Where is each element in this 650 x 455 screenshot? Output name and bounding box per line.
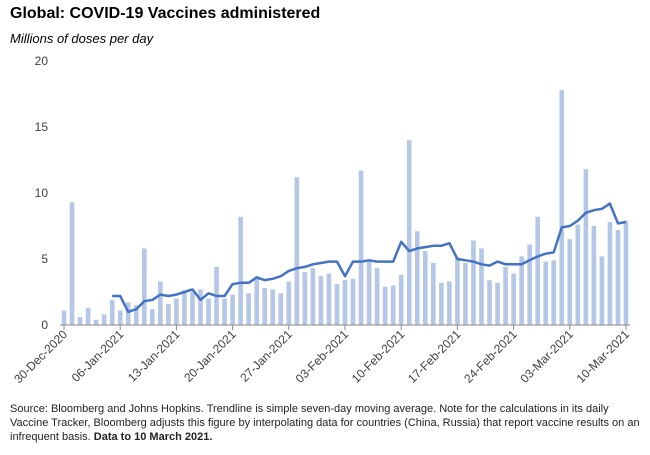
bar <box>254 276 259 325</box>
bar <box>366 261 372 325</box>
bar <box>390 285 396 325</box>
bar <box>374 268 380 325</box>
bar <box>85 307 91 325</box>
bar <box>158 281 163 325</box>
bar <box>511 273 516 325</box>
bar <box>310 268 316 325</box>
bar <box>414 231 420 325</box>
bar <box>190 292 195 325</box>
footnote: Source: Bloomberg and Johns Hopkins. Tre… <box>10 402 640 444</box>
bar <box>109 299 115 325</box>
bar <box>463 262 468 325</box>
bar <box>471 240 476 325</box>
bar <box>487 280 492 325</box>
x-tick-label: 10-Mar-2021 <box>574 327 633 386</box>
bar <box>422 251 428 325</box>
bar <box>567 239 573 325</box>
bar <box>455 257 460 325</box>
chart: Global: COVID-19 Vaccines administered M… <box>10 5 633 386</box>
bar <box>591 226 597 325</box>
bar <box>125 302 131 325</box>
bar <box>294 177 300 325</box>
bar <box>302 272 308 325</box>
x-tick-label: 13-Jan-2021 <box>125 327 183 385</box>
x-tick-label: 03-Feb-2021 <box>293 327 352 386</box>
bar <box>350 278 356 325</box>
x-tick-label: 17-Feb-2021 <box>405 327 464 386</box>
bar <box>166 303 171 325</box>
bar <box>358 170 364 325</box>
bar <box>93 319 99 325</box>
bar <box>527 244 532 325</box>
x-tick-label: 03-Mar-2021 <box>517 327 576 386</box>
bar <box>599 256 605 325</box>
chart-title: Global: COVID-19 Vaccines administered <box>10 5 320 22</box>
bar <box>182 290 187 325</box>
x-tick-label: 30-Dec-2020 <box>11 327 70 386</box>
bar <box>334 284 340 325</box>
bar <box>447 281 452 325</box>
bar <box>342 280 348 325</box>
bar <box>503 266 508 325</box>
bar <box>270 289 276 325</box>
bar <box>551 260 557 325</box>
trend-line <box>112 202 627 314</box>
bar <box>326 273 332 325</box>
bar <box>535 216 540 325</box>
bar <box>77 317 83 325</box>
x-tick-label: 06-Jan-2021 <box>69 327 127 385</box>
bar <box>479 248 484 325</box>
x-tick-label: 27-Jan-2021 <box>237 327 295 385</box>
bar <box>101 314 107 325</box>
bar <box>206 298 211 325</box>
x-tick-label: 20-Jan-2021 <box>181 327 239 385</box>
bar <box>222 298 227 325</box>
bar <box>495 282 500 325</box>
bar <box>439 282 444 325</box>
bar <box>607 222 613 325</box>
bar <box>262 288 268 325</box>
bar <box>230 294 235 325</box>
bar <box>559 90 565 325</box>
bar <box>583 169 589 325</box>
y-tick-label: 5 <box>41 252 48 266</box>
y-tick-label: 15 <box>35 120 49 134</box>
bar <box>133 305 139 325</box>
x-tick-label: 10-Feb-2021 <box>349 327 408 386</box>
bar <box>406 140 412 325</box>
bar <box>398 274 404 325</box>
y-tick-label: 0 <box>41 318 48 332</box>
bar <box>519 256 524 325</box>
bar <box>286 281 292 325</box>
bar <box>543 261 549 325</box>
bar <box>246 293 251 325</box>
x-tick-label: 24-Feb-2021 <box>461 327 520 386</box>
y-tick-label: 10 <box>35 186 49 200</box>
bar <box>117 310 123 325</box>
source: Source: Bloomberg and Johns Hopkins. Tre… <box>10 403 640 443</box>
bar <box>431 262 436 325</box>
bar <box>174 298 179 325</box>
bar <box>198 289 203 325</box>
bar <box>238 216 243 325</box>
bar <box>623 220 629 325</box>
bar <box>278 293 284 325</box>
subtitle: Millions of doses per day <box>10 31 155 46</box>
bar <box>69 202 75 325</box>
data-note: Data to 10 March 2021. <box>93 431 213 443</box>
bar <box>575 224 581 325</box>
bar <box>150 309 155 325</box>
bar <box>141 248 147 325</box>
bar <box>318 276 324 325</box>
bar <box>382 286 388 325</box>
bar <box>615 229 621 325</box>
bar <box>61 310 67 325</box>
y-tick-label: 20 <box>35 54 49 68</box>
